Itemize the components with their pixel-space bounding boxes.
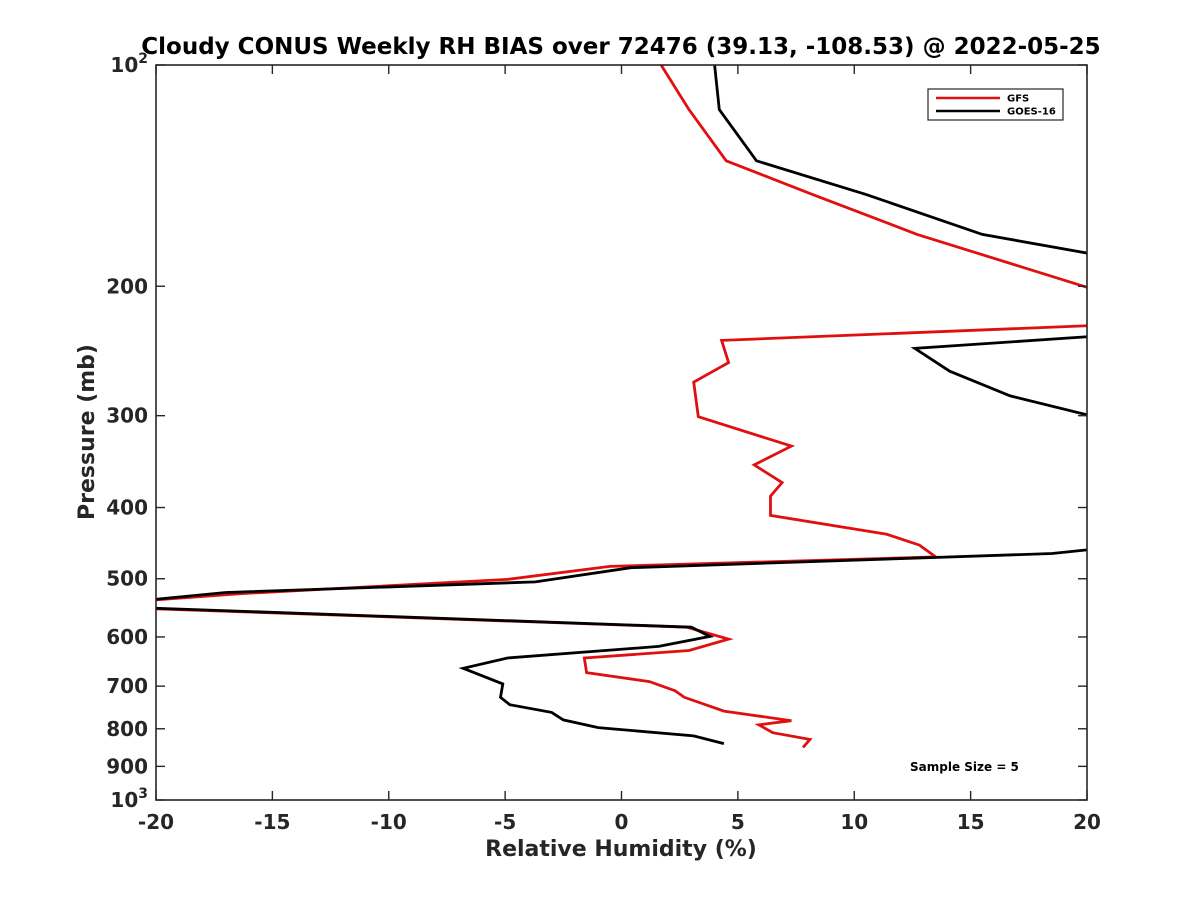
y-tick-label: 400	[106, 496, 148, 520]
x-tick-label: 5	[731, 810, 745, 834]
x-tick-label: -15	[254, 810, 290, 834]
x-tick-label: -10	[371, 810, 407, 834]
legend-label: GOES-16	[1007, 107, 1056, 118]
legend: GFS GOES-16	[927, 88, 1064, 121]
y-tick-label: 300	[106, 404, 148, 428]
y-tick-label: 800	[106, 717, 148, 741]
x-tick-label: -5	[494, 810, 516, 834]
series-line-goes-16	[156, 65, 1087, 745]
y-tick-label: 900	[106, 754, 148, 778]
x-tick-label: -20	[138, 810, 174, 834]
sample-size-annotation: Sample Size = 5	[910, 760, 1019, 774]
y-tick-label: 200	[106, 274, 148, 298]
x-tick-label: 15	[957, 810, 985, 834]
y-axis: 102 200 300 400 500 600 700 800 900 103	[106, 51, 1087, 812]
y-tick-label: 103	[110, 786, 148, 812]
series-layer	[156, 65, 1087, 749]
chart-title: Cloudy CONUS Weekly RH BIAS over 72476 (…	[141, 34, 1100, 60]
legend-label: GFS	[1007, 94, 1029, 105]
y-axis-label: Pressure (mb)	[75, 344, 100, 520]
legend-box	[927, 88, 1064, 121]
x-tick-label: 20	[1073, 810, 1101, 834]
x-tick-label: 10	[840, 810, 868, 834]
x-tick-label: 0	[615, 810, 629, 834]
y-tick-label: 700	[106, 674, 148, 698]
y-tick-label: 102	[110, 51, 148, 77]
series-line-gfs	[156, 65, 1087, 749]
plot-area	[155, 64, 1088, 801]
x-axis: -20 -15 -10 -5 0 5 10 15 20	[138, 65, 1101, 834]
x-axis-label: Relative Humidity (%)	[485, 837, 757, 862]
y-tick-label: 500	[106, 567, 148, 591]
y-tick-label: 600	[106, 625, 148, 649]
